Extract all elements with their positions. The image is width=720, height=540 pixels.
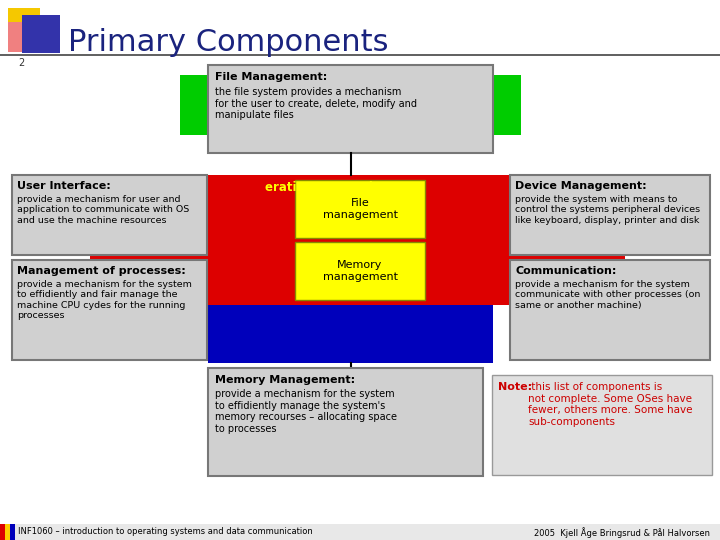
FancyBboxPatch shape	[180, 75, 208, 135]
Text: provide a mechanism for user and
application to communicate with OS
and use the : provide a mechanism for user and applica…	[17, 195, 189, 225]
Text: 2: 2	[18, 58, 24, 68]
FancyBboxPatch shape	[208, 305, 493, 363]
Text: provide a mechanism for the system
to effidiently and fair manage the
machine CP: provide a mechanism for the system to ef…	[17, 280, 192, 320]
FancyBboxPatch shape	[510, 175, 710, 255]
FancyBboxPatch shape	[90, 175, 625, 305]
Text: User Interface:: User Interface:	[17, 181, 111, 191]
FancyBboxPatch shape	[510, 260, 710, 360]
Text: File Management:: File Management:	[215, 72, 328, 82]
FancyBboxPatch shape	[12, 175, 207, 255]
Text: provide a mechanism for the system
communicate with other processes (on
same or : provide a mechanism for the system commu…	[515, 280, 701, 310]
Text: erating system la: erating system la	[265, 181, 381, 194]
FancyBboxPatch shape	[493, 75, 521, 135]
FancyBboxPatch shape	[5, 524, 10, 540]
FancyBboxPatch shape	[8, 22, 40, 52]
Text: Note:: Note:	[498, 382, 532, 392]
FancyBboxPatch shape	[22, 15, 60, 53]
FancyBboxPatch shape	[208, 368, 483, 476]
Text: File
management: File management	[323, 198, 397, 220]
FancyBboxPatch shape	[0, 524, 5, 540]
FancyBboxPatch shape	[12, 260, 207, 360]
Text: provide a mechanism for the system
to effidiently manage the system's
memory rec: provide a mechanism for the system to ef…	[215, 389, 397, 434]
Text: Device Management:: Device Management:	[515, 181, 647, 191]
FancyBboxPatch shape	[295, 180, 425, 238]
Text: Management of processes:: Management of processes:	[17, 266, 186, 276]
Text: this list of components is
not complete. Some OSes have
fewer, others more. Some: this list of components is not complete.…	[528, 382, 693, 427]
FancyBboxPatch shape	[492, 375, 712, 475]
Text: Primary Components: Primary Components	[68, 28, 389, 57]
Text: Memory Management:: Memory Management:	[215, 375, 355, 385]
Text: Memory
management: Memory management	[323, 260, 397, 282]
Text: provide the system with means to
control the systems peripheral devices
like key: provide the system with means to control…	[515, 195, 700, 225]
Text: Communication:: Communication:	[515, 266, 616, 276]
Text: the file system provides a mechanism
for the user to create, delete, modify and
: the file system provides a mechanism for…	[215, 87, 417, 120]
FancyBboxPatch shape	[208, 65, 493, 153]
Text: INF1060 – introduction to operating systems and data communication: INF1060 – introduction to operating syst…	[18, 527, 312, 536]
FancyBboxPatch shape	[8, 8, 40, 38]
FancyBboxPatch shape	[10, 524, 15, 540]
FancyBboxPatch shape	[0, 524, 720, 540]
Text: 2005  Kjell Åge Bringsrud & Pål Halvorsen: 2005 Kjell Åge Bringsrud & Pål Halvorsen	[534, 527, 710, 538]
FancyBboxPatch shape	[295, 242, 425, 300]
